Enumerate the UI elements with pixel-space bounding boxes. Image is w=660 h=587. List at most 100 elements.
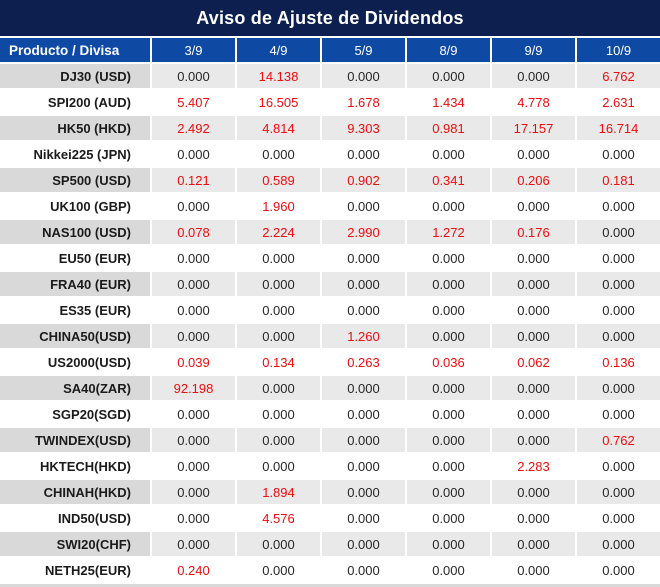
product-cell: UK100 (GBP)	[0, 194, 150, 218]
product-cell: ES35 (EUR)	[0, 298, 150, 322]
value-cell: 0.000	[407, 506, 490, 530]
value-cell: 0.000	[322, 428, 405, 452]
value-cell: 0.000	[577, 142, 660, 166]
value-cell: 0.000	[492, 324, 575, 348]
value-cell: 0.000	[322, 272, 405, 296]
value-cell: 0.000	[152, 532, 235, 556]
product-cell: SGP20(SGD)	[0, 402, 150, 426]
product-cell: DJ30 (USD)	[0, 64, 150, 88]
date-column-header: 3/9	[152, 38, 235, 62]
date-column-header: 8/9	[407, 38, 490, 62]
value-cell: 0.000	[577, 480, 660, 504]
value-cell: 0.000	[322, 402, 405, 426]
value-cell: 0.902	[322, 168, 405, 192]
value-cell: 0.000	[237, 532, 320, 556]
value-cell: 0.181	[577, 168, 660, 192]
value-cell: 2.492	[152, 116, 235, 140]
product-cell: FRA40 (EUR)	[0, 272, 150, 296]
value-cell: 0.000	[407, 194, 490, 218]
value-cell: 0.176	[492, 220, 575, 244]
value-cell: 0.121	[152, 168, 235, 192]
value-cell: 0.000	[407, 428, 490, 452]
value-cell: 17.157	[492, 116, 575, 140]
value-cell: 0.000	[322, 532, 405, 556]
value-cell: 0.981	[407, 116, 490, 140]
product-cell: SWI20(CHF)	[0, 532, 150, 556]
bottom-strip	[0, 584, 660, 587]
table-row: SA40(ZAR) 92.198 0.000 0.000 0.000 0.000 0.000	[0, 376, 660, 400]
product-cell: SA40(ZAR)	[0, 376, 150, 400]
product-cell: SP500 (USD)	[0, 168, 150, 192]
value-cell: 0.078	[152, 220, 235, 244]
product-cell: HKTECH(HKD)	[0, 454, 150, 478]
table-header-row: Producto / Divisa 3/9 4/9 5/9 8/9 9/9 10…	[0, 38, 660, 62]
value-cell: 0.000	[322, 298, 405, 322]
value-cell: 0.000	[152, 298, 235, 322]
value-cell: 0.000	[322, 480, 405, 504]
table-row: NETH25(EUR) 0.240 0.000 0.000 0.000 0.000 0.00…	[0, 558, 660, 582]
value-cell: 0.000	[407, 480, 490, 504]
value-cell: 0.000	[237, 142, 320, 166]
value-cell: 0.000	[577, 246, 660, 270]
value-cell: 0.000	[152, 142, 235, 166]
value-cell: 0.000	[322, 194, 405, 218]
table-row: FRA40 (EUR) 0.000 0.000 0.000 0.000 0.000 0.00…	[0, 272, 660, 296]
value-cell: 0.000	[237, 558, 320, 582]
value-cell: 0.000	[492, 142, 575, 166]
value-cell: 6.762	[577, 64, 660, 88]
value-cell: 0.000	[492, 298, 575, 322]
table-row: SGP20(SGD) 0.000 0.000 0.000 0.000 0.000 0.000	[0, 402, 660, 426]
value-cell: 1.272	[407, 220, 490, 244]
product-cell: NETH25(EUR)	[0, 558, 150, 582]
table-row: SPI200 (AUD) 5.407 16.505 1.678 1.434 4.778 2.…	[0, 90, 660, 114]
product-cell: CHINAH(HKD)	[0, 480, 150, 504]
value-cell: 0.000	[407, 272, 490, 296]
value-cell: 0.000	[577, 454, 660, 478]
table-row: IND50(USD) 0.000 4.576 0.000 0.000 0.000 0.000	[0, 506, 660, 530]
value-cell: 16.505	[237, 90, 320, 114]
value-cell: 0.000	[152, 324, 235, 348]
table-row: Nikkei225 (JPN) 0.000 0.000 0.000 0.000 0.000…	[0, 142, 660, 166]
value-cell: 14.138	[237, 64, 320, 88]
value-cell: 0.000	[152, 64, 235, 88]
value-cell: 0.000	[492, 246, 575, 270]
value-cell: 1.960	[237, 194, 320, 218]
table-row: SWI20(CHF) 0.000 0.000 0.000 0.000 0.000 0.000	[0, 532, 660, 556]
value-cell: 0.000	[322, 506, 405, 530]
value-cell: 0.000	[322, 246, 405, 270]
value-cell: 1.434	[407, 90, 490, 114]
date-column-header: 10/9	[577, 38, 660, 62]
value-cell: 0.000	[492, 272, 575, 296]
value-cell: 16.714	[577, 116, 660, 140]
value-cell: 0.000	[492, 376, 575, 400]
value-cell: 0.000	[577, 324, 660, 348]
date-column-header: 4/9	[237, 38, 320, 62]
value-cell: 0.240	[152, 558, 235, 582]
value-cell: 0.589	[237, 168, 320, 192]
value-cell: 0.000	[322, 376, 405, 400]
value-cell: 0.000	[152, 402, 235, 426]
product-cell: IND50(USD)	[0, 506, 150, 530]
value-cell: 0.000	[407, 558, 490, 582]
product-cell: US2000(USD)	[0, 350, 150, 374]
table-body: DJ30 (USD) 0.000 14.138 0.000 0.000 0.000 6.76…	[0, 64, 660, 582]
value-cell: 4.814	[237, 116, 320, 140]
table-row: ES35 (EUR) 0.000 0.000 0.000 0.000 0.000 0.000	[0, 298, 660, 322]
value-cell: 0.341	[407, 168, 490, 192]
value-cell: 0.000	[152, 272, 235, 296]
value-cell: 2.990	[322, 220, 405, 244]
value-cell: 4.576	[237, 506, 320, 530]
value-cell: 0.000	[152, 506, 235, 530]
table-row: UK100 (GBP) 0.000 1.960 0.000 0.000 0.000 0.00…	[0, 194, 660, 218]
value-cell: 0.000	[322, 64, 405, 88]
value-cell: 0.000	[492, 402, 575, 426]
value-cell: 0.000	[577, 376, 660, 400]
value-cell: 0.000	[237, 246, 320, 270]
product-column-header: Producto / Divisa	[0, 38, 150, 62]
value-cell: 0.000	[407, 298, 490, 322]
value-cell: 0.000	[237, 272, 320, 296]
table-row: DJ30 (USD) 0.000 14.138 0.000 0.000 0.000 6.76…	[0, 64, 660, 88]
table-row: NAS100 (USD) 0.078 2.224 2.990 1.272 0.176 0.0…	[0, 220, 660, 244]
value-cell: 0.000	[492, 428, 575, 452]
value-cell: 1.260	[322, 324, 405, 348]
